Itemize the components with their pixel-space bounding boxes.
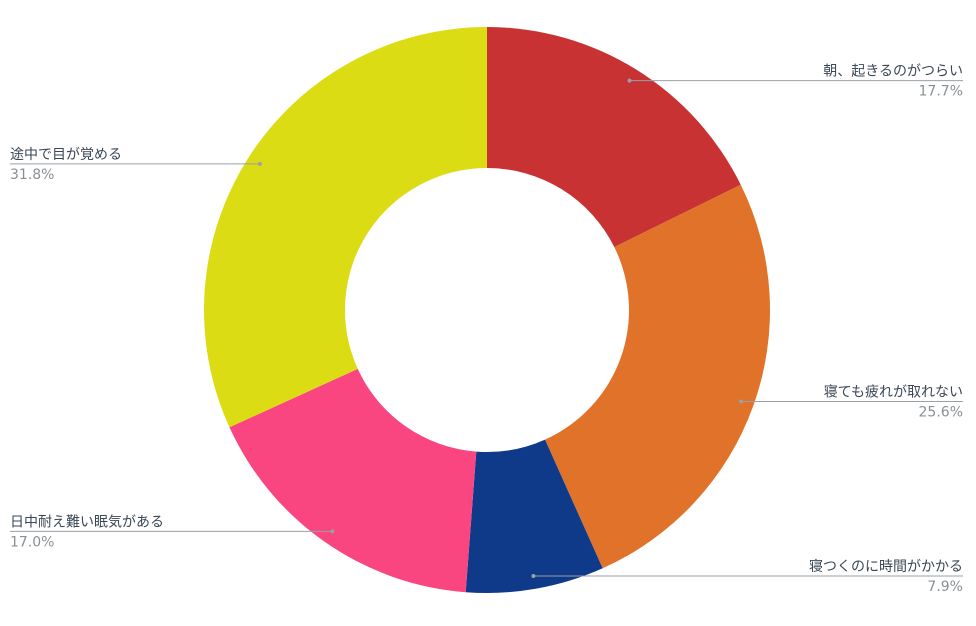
slice-label: 寝ても疲れが取れない [824,383,963,400]
donut-slice [465,439,603,593]
donut-slice [204,27,487,428]
slice-label: 朝、起きるのがつらい [823,64,963,80]
slice-label: 寝つくのに時間がかかる [809,558,963,575]
donut-slice [229,368,477,593]
donut-slice [487,27,741,248]
slice-value: 17.7% [919,84,963,100]
slice-value: 31.8% [10,167,54,183]
slice-value: 17.0% [10,534,54,550]
slice-value: 7.9% [927,579,963,595]
leader-dot [257,161,262,166]
leader-dot [531,573,536,578]
leader-dot [627,78,632,83]
slice-label: 途中で目が覚める [10,146,122,163]
leader-dot [739,399,744,404]
leader-dot [330,529,335,534]
slice-value: 25.6% [919,404,963,420]
slice-label: 日中耐え難い眠気がある [10,514,164,530]
donut-slice [545,184,770,569]
